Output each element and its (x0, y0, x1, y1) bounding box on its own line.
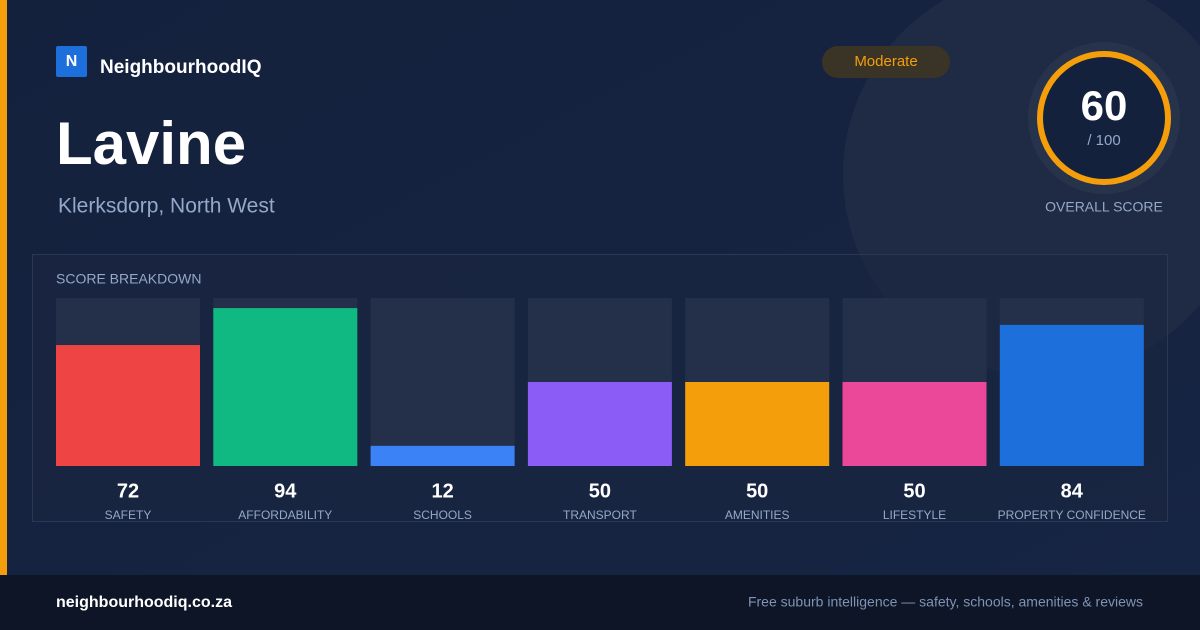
bar-value: 94 (274, 480, 297, 502)
bar (685, 382, 830, 466)
suburb-title: Lavine (56, 110, 246, 177)
bar-value: 72 (117, 480, 139, 502)
footer (0, 575, 1200, 630)
logo-letter: N (66, 53, 78, 70)
bar-label: LIFESTYLE (883, 508, 946, 522)
bar (999, 324, 1144, 466)
overall-max: / 100 (1087, 132, 1120, 149)
breakdown-title: SCORE BREAKDOWN (56, 271, 201, 287)
bar (56, 345, 200, 466)
overall-score: 60 (1081, 82, 1128, 129)
accent-stripe (0, 0, 7, 575)
bar-label: AMENITIES (725, 508, 790, 522)
score-ring (1037, 51, 1171, 185)
footer-url: neighbourhoodiq.co.za (56, 594, 232, 611)
badge (822, 46, 950, 78)
bar-label: TRANSPORT (563, 508, 637, 522)
bar-label: SAFETY (105, 508, 152, 522)
overall-label: OVERALL SCORE (1045, 199, 1163, 215)
bar-label: PROPERTY CONFIDENCE (998, 508, 1146, 522)
bar (527, 382, 672, 466)
brand-name: NeighbourhoodIQ (100, 57, 261, 78)
bar-track (370, 298, 515, 466)
bar-label: SCHOOLS (413, 508, 472, 522)
bar (213, 308, 358, 466)
bar-value: 84 (1061, 480, 1084, 502)
logo-box (56, 46, 87, 77)
badge-text: Moderate (854, 53, 917, 70)
footer-tagline: Free suburb intelligence — safety, schoo… (748, 594, 1143, 610)
location: Klerksdorp, North West (58, 195, 275, 218)
bar-label: AFFORDABILITY (238, 508, 332, 522)
bar-value: 50 (589, 480, 611, 502)
bar (370, 445, 515, 466)
bar-value: 50 (903, 480, 925, 502)
bar (842, 382, 987, 466)
bar-value: 50 (746, 480, 768, 502)
bars: 72 SAFETY 94 AFFORDABILITY 12 SCHOOLS 50 TRANSP… (56, 298, 1146, 522)
bar-value: 12 (431, 480, 453, 502)
